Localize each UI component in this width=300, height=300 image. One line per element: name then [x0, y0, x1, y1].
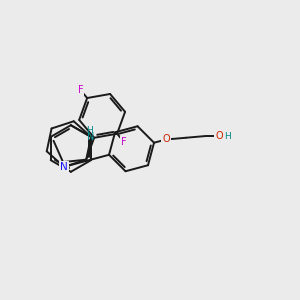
Text: N: N: [60, 162, 68, 172]
Text: O: O: [162, 134, 170, 145]
Text: N: N: [87, 132, 95, 142]
Text: H: H: [224, 132, 231, 141]
Text: H: H: [86, 126, 93, 135]
Text: F: F: [78, 85, 83, 95]
Text: O: O: [215, 131, 223, 141]
Text: F: F: [121, 137, 127, 147]
